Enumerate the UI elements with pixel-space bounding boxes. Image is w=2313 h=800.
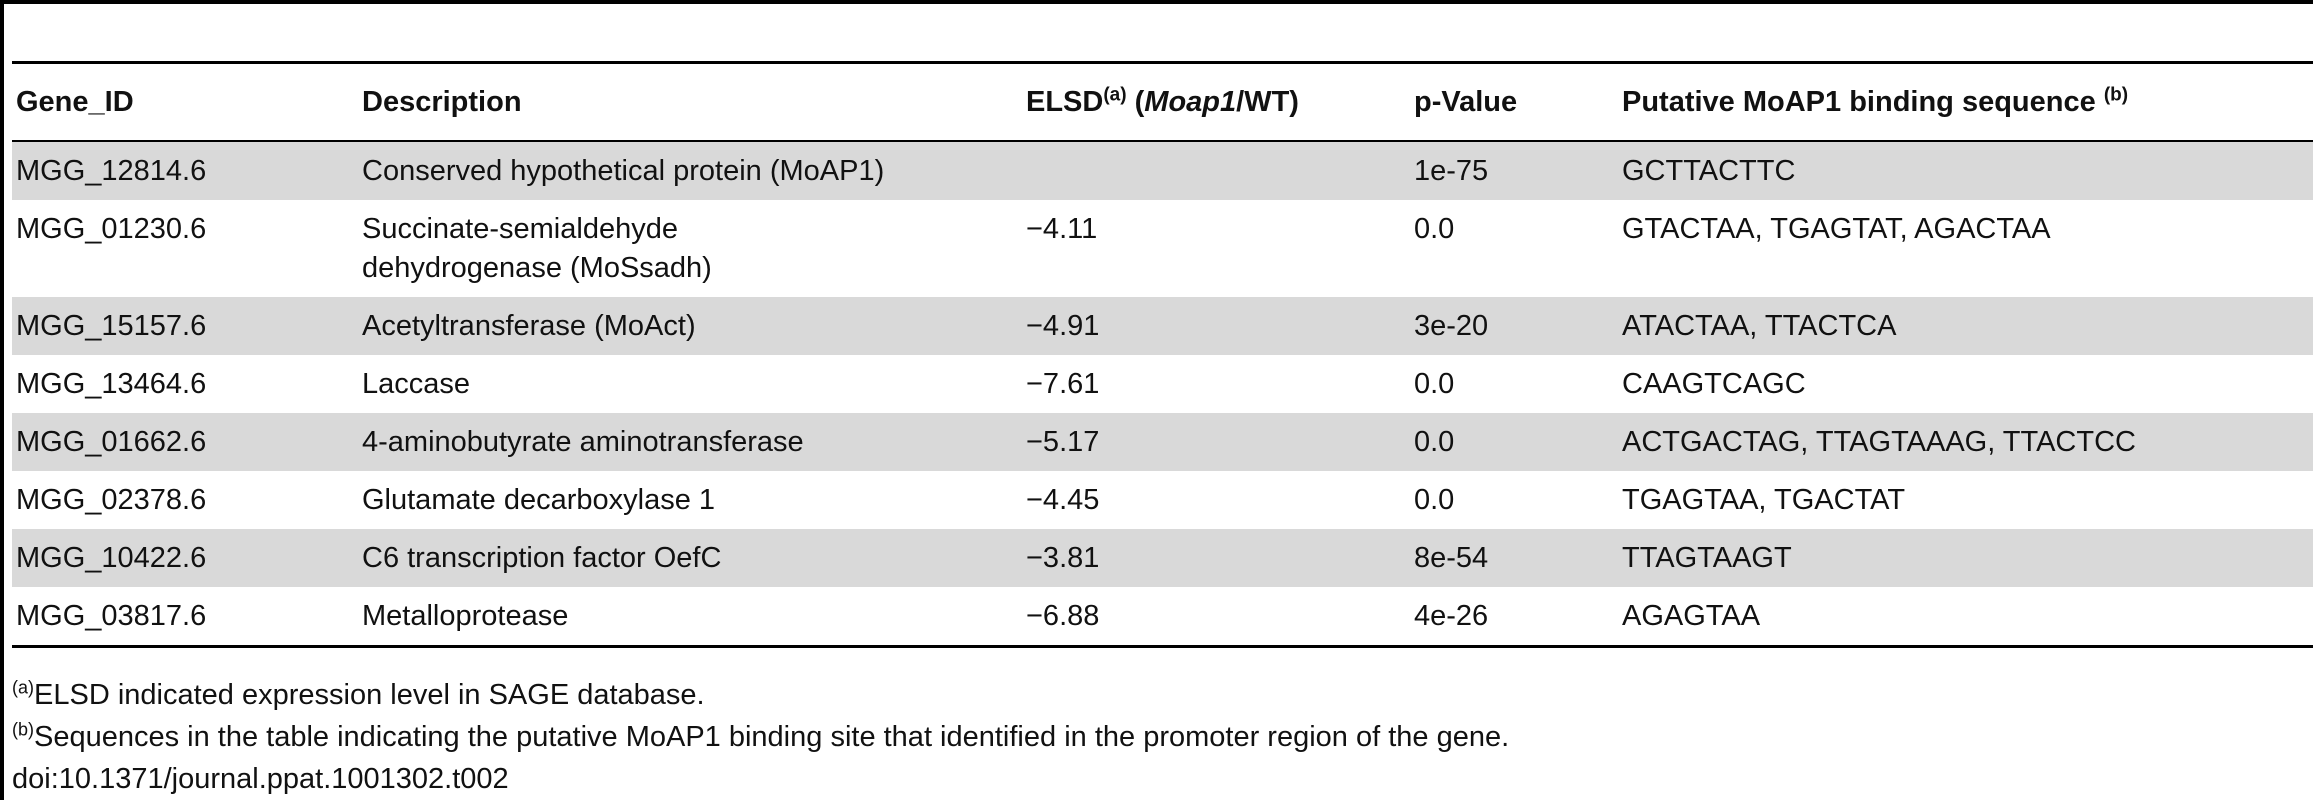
cell-pvalue: 0.0 [1414,213,1455,245]
cell-binding: GCTTACTTC [1622,155,1796,187]
cell-elsd [1022,141,1410,200]
table-row: MGG_13464.6 Laccase −7.61 0.0 CAAGTCAGC [12,355,2313,413]
table-row: MGG_03817.6 Metalloprotease −6.88 4e-26 … [12,587,2313,647]
header-elsd-footnote-mark: (a) [1103,83,1127,105]
footnote-a-mark: (a) [12,677,34,698]
cell-pvalue: 0.0 [1414,484,1455,516]
cell-gene-id: MGG_13464.6 [16,368,207,400]
header-binding-footnote-mark: (b) [2103,83,2129,105]
cell-pvalue: 8e-54 [1414,542,1489,574]
header-pvalue: p-Value [1414,85,1518,118]
cell-pvalue: 0.0 [1414,426,1455,458]
left-border-rule [0,0,4,800]
footnote-b-mark: (b) [12,719,34,740]
table-row: MGG_01230.6 Succinate-semialdehyde dehyd… [12,200,2313,297]
top-border-rule [0,0,2313,4]
cell-gene-id: MGG_10422.6 [16,542,207,574]
cell-elsd: −3.81 [1026,542,1100,574]
cell-gene-id: MGG_15157.6 [16,310,207,342]
footnote-a-text: ELSD indicated expression level in SAGE … [34,679,705,711]
header-description: Description [362,85,522,118]
footnote-a: (a)ELSD indicated expression level in SA… [12,674,1509,716]
table-row: MGG_10422.6 C6 transcription factor OefC… [12,529,2313,587]
cell-elsd: −7.61 [1026,368,1100,400]
cell-description: Metalloprotease [362,600,569,632]
cell-binding: ATACTAA, TTACTCA [1622,310,1897,342]
cell-binding: TGAGTAA, TGACTAT [1622,484,1906,516]
cell-description: Laccase [362,368,471,400]
cell-gene-id: MGG_12814.6 [16,155,207,187]
header-elsd-italic: Moap1 [1144,85,1237,118]
cell-description: Acetyltransferase (MoAct) [362,310,696,342]
doi-link[interactable]: doi:10.1371/journal.ppat.1001302.t002 [12,763,509,795]
cell-binding: ACTGACTAG, TTAGTAAAG, TTACTCC [1622,426,2136,458]
cell-gene-id: MGG_01230.6 [16,213,207,245]
cell-binding: TTAGTAAGT [1622,542,1792,574]
header-elsd: ELSD(a) (Moap1/WT) [1022,63,1410,142]
header-binding: Putative MoAP1 binding sequence (b) [1618,63,2313,142]
gene-table-container: Gene_ID Description ELSD(a) (Moap1/WT) p… [12,61,2313,648]
table-row: MGG_02378.6 Glutamate decarboxylase 1 −4… [12,471,2313,529]
table-footnotes: (a)ELSD indicated expression level in SA… [12,674,1509,800]
cell-description: Glutamate decarboxylase 1 [362,484,716,516]
gene-table: Gene_ID Description ELSD(a) (Moap1/WT) p… [12,61,2313,648]
cell-pvalue: 3e-20 [1414,310,1489,342]
cell-description: Conserved hypothetical protein (MoAP1) [362,155,885,187]
cell-elsd: −6.88 [1026,600,1100,632]
footnote-b: (b)Sequences in the table indicating the… [12,716,1509,758]
table-row: MGG_12814.6 Conserved hypothetical prote… [12,141,2313,200]
cell-description: Succinate-semialdehyde dehydrogenase (Mo… [358,200,1022,297]
cell-elsd: −4.91 [1026,310,1100,342]
header-row: Gene_ID Description ELSD(a) (Moap1/WT) p… [12,62,2313,142]
table-row: MGG_15157.6 Acetyltransferase (MoAct) −4… [12,297,2313,355]
cell-elsd: −4.11 [1026,213,1098,245]
table-header: Gene_ID Description ELSD(a) (Moap1/WT) p… [12,62,2313,142]
cell-description: C6 transcription factor OefC [362,542,722,574]
cell-gene-id: MGG_02378.6 [16,484,207,516]
cell-pvalue: 1e-75 [1414,155,1489,187]
cell-binding: GTACTAA, TGAGTAT, AGACTAA [1622,213,2051,245]
footnote-b-text: Sequences in the table indicating the pu… [34,721,1510,753]
header-elsd-main: ELSD [1026,85,1104,118]
header-elsd-open: ( [1126,85,1145,118]
cell-elsd: −5.17 [1026,426,1100,458]
cell-gene-id: MGG_01662.6 [16,426,207,458]
cell-gene-id: MGG_03817.6 [16,600,207,632]
table-body: MGG_12814.6 Conserved hypothetical prote… [12,141,2313,647]
cell-pvalue: 0.0 [1414,368,1455,400]
cell-pvalue: 4e-26 [1414,600,1489,632]
header-gene-id: Gene_ID [16,85,134,118]
header-binding-main: Putative MoAP1 binding sequence [1622,85,2104,118]
cell-binding: AGAGTAA [1622,600,1761,632]
cell-description: 4-aminobutyrate aminotransferase [362,426,804,458]
cell-description-text: Succinate-semialdehyde dehydrogenase (Mo… [362,213,712,284]
table-row: MGG_01662.6 4-aminobutyrate aminotransfe… [12,413,2313,471]
cell-elsd: −4.45 [1026,484,1100,516]
cell-binding: CAAGTCAGC [1622,368,1806,400]
header-elsd-close: /WT) [1236,85,1299,118]
